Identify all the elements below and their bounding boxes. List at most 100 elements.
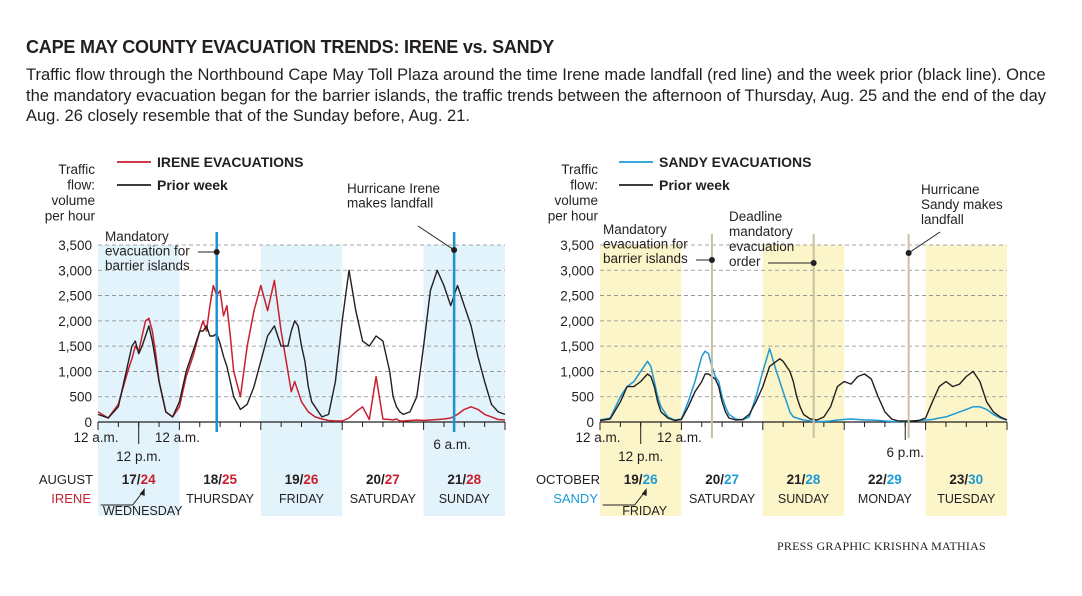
legend-label-prior: Prior week (157, 177, 228, 193)
annotation-landfall-dot (451, 247, 458, 253)
annotation-evacuation: barrier islands (603, 251, 688, 266)
annotation-evacuation: evacuation for (603, 237, 688, 252)
annotation-deadline-dot (810, 260, 817, 266)
legend-label-current: IRENE EVACUATIONS (157, 154, 304, 170)
weekday-label: SATURDAY (350, 492, 417, 506)
y-axis-label: per hour (45, 209, 96, 224)
weekday-label: FRIDAY (622, 504, 668, 518)
annotation-deadline: evacuation (729, 239, 794, 254)
weekday-label: THURSDAY (186, 492, 254, 506)
y-tick-label: 1,500 (58, 339, 92, 354)
day-date-label: 21/28 (787, 472, 821, 487)
prior-date: 18/ (203, 472, 222, 487)
y-axis-label: flow: (67, 178, 95, 193)
current-date: 26 (303, 472, 319, 487)
x-label-12pm: 12 p.m. (116, 449, 161, 464)
y-tick-label: 0 (586, 415, 594, 430)
y-tick-label: 1,500 (560, 339, 594, 354)
annotation-landfall: landfall (921, 212, 964, 227)
weekday-label: SUNDAY (439, 492, 491, 506)
annotation-evacuation: barrier islands (105, 258, 190, 273)
prior-date: 19/ (624, 472, 643, 487)
y-tick-label: 3,000 (560, 263, 594, 278)
current-date: 30 (968, 472, 983, 487)
weekday-label: WEDNESDAY (103, 504, 183, 518)
day-band (925, 245, 1007, 516)
current-date: 26 (643, 472, 659, 487)
y-tick-label: 1,000 (560, 364, 594, 379)
y-tick-label: 0 (84, 415, 92, 430)
day-date-label: 21/28 (447, 472, 481, 487)
weekday-label: MONDAY (858, 492, 913, 506)
current-date: 29 (887, 472, 902, 487)
y-tick-label: 500 (69, 390, 92, 405)
weekday-label: SUNDAY (778, 492, 830, 506)
current-date: 27 (385, 472, 400, 487)
y-axis-label: per hour (548, 209, 599, 224)
annotation-landfall: Sandy makes (921, 197, 1003, 212)
month-label: OCTOBER (536, 472, 600, 487)
prior-date: 23/ (949, 472, 968, 487)
irene-panel: 3,500 3,000 2,500 2,000 1,500 1,000 500 0 Traffi… (39, 154, 506, 518)
annotation-deadline: order (729, 254, 761, 269)
x-label-12am-start: 12 a.m. (73, 430, 118, 445)
annotation-deadline: mandatory (729, 224, 793, 239)
y-tick-label: 2,500 (560, 289, 594, 304)
day-date-label: 19/26 (285, 472, 319, 487)
y-tick-label: 2,000 (58, 314, 92, 329)
y-tick-label: 3,000 (58, 263, 92, 278)
chart-subtitle: Traffic flow through the Northbound Cape… (26, 66, 1047, 125)
y-axis-label: flow: (570, 178, 598, 193)
y-axis-label: Traffic (561, 162, 598, 177)
day-band (762, 245, 845, 516)
annotation-evacuation: Mandatory (105, 229, 169, 244)
day-date-label: 18/25 (203, 472, 237, 487)
x-label-12am-day2: 12 a.m. (155, 430, 200, 445)
day-band (423, 245, 505, 516)
annotation-evacuation-dot (708, 257, 715, 263)
day-band (260, 245, 343, 516)
day-date-label: 19/26 (624, 472, 658, 487)
y-axis-label: volume (554, 193, 598, 208)
prior-series-line (97, 269, 506, 419)
prior-date: 17/ (122, 472, 141, 487)
annotation-evacuation-dot (213, 249, 220, 255)
annotation-landfall-dot (905, 250, 912, 256)
day-date-label: 17/24 (122, 472, 156, 487)
weekday-arrowhead (139, 488, 145, 496)
legend-label-current: SANDY EVACUATIONS (659, 154, 811, 170)
series-label: SANDY (553, 491, 598, 506)
annotation-deadline: Deadline (729, 209, 782, 224)
y-tick-label: 1,000 (58, 364, 92, 379)
prior-date: 21/ (447, 472, 466, 487)
chart-title: CAPE MAY COUNTY EVACUATION TRENDS: IRENE… (26, 37, 555, 57)
day-date-label: 20/27 (366, 472, 400, 487)
prior-date: 22/ (868, 472, 887, 487)
current-date: 27 (724, 472, 739, 487)
y-tick-label: 3,500 (560, 238, 594, 253)
month-label: AUGUST (39, 472, 93, 487)
current-series-line (599, 347, 1008, 423)
sandy-panel: 3,500 3,000 2,500 2,000 1,500 1,000 500 0 Traffi… (536, 154, 1008, 518)
weekday-label: TUESDAY (937, 492, 996, 506)
weekday-arrow (602, 491, 646, 506)
weekday-label: FRIDAY (279, 492, 325, 506)
y-tick-label: 500 (571, 390, 594, 405)
annotation-landfall-leader (908, 231, 941, 254)
day-date-label: 20/27 (705, 472, 739, 487)
legend-label-prior: Prior week (659, 177, 730, 193)
day-band (98, 245, 180, 516)
x-label-6am: 6 a.m. (433, 437, 471, 452)
y-tick-label: 2,500 (58, 289, 92, 304)
annotation-landfall: Hurricane (921, 182, 980, 197)
day-date-label: 22/29 (868, 472, 902, 487)
y-axis-label: volume (51, 193, 95, 208)
current-date: 25 (222, 472, 238, 487)
x-label-12pm: 12 p.m. (618, 449, 663, 464)
annotation-landfall: makes landfall (347, 196, 433, 211)
series-label: IRENE (51, 491, 91, 506)
x-label-12am-start: 12 a.m. (575, 430, 620, 445)
annotation-landfall: Hurricane Irene (347, 181, 440, 196)
annotation-evacuation: Mandatory (603, 222, 667, 237)
